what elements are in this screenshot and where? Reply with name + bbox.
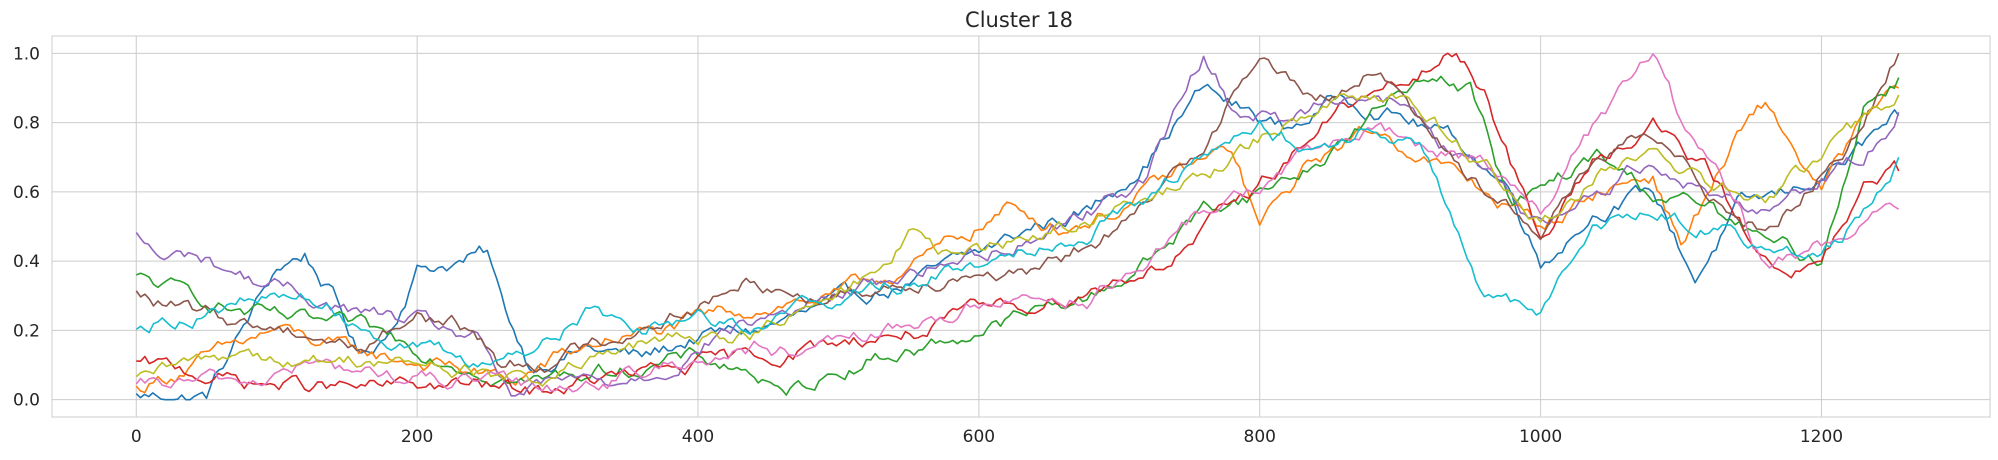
y-tick-label: 0.0 (13, 391, 40, 411)
series-line (136, 75, 1900, 396)
gridlines (52, 36, 1990, 417)
series-line (136, 52, 1900, 395)
x-axis-ticks: 0 200 400 600 800 1000 1200 (131, 427, 1843, 447)
chart-title: Cluster 18 (965, 8, 1073, 32)
series-line (135, 120, 1900, 369)
x-tick-label: 200 (401, 427, 433, 447)
x-tick-label: 1000 (1519, 427, 1562, 447)
y-tick-label: 0.2 (13, 321, 40, 341)
y-tick-label: 0.6 (13, 183, 40, 203)
series-line (135, 55, 1900, 397)
y-tick-label: 0.8 (13, 114, 40, 134)
y-tick-label: 1.0 (13, 44, 40, 64)
x-tick-label: 1200 (1800, 427, 1843, 447)
series-line (135, 53, 1900, 393)
y-tick-label: 0.4 (13, 252, 40, 272)
x-tick-label: 0 (131, 427, 142, 447)
series-lines (135, 52, 1900, 401)
x-tick-label: 400 (682, 427, 714, 447)
x-tick-label: 800 (1244, 427, 1276, 447)
series-line (135, 83, 1900, 401)
y-axis-ticks: 0.0 0.2 0.4 0.6 0.8 1.0 (13, 44, 40, 410)
plot-area (51, 35, 1991, 418)
x-tick-label: 600 (963, 427, 995, 447)
series-line (135, 53, 1900, 374)
series-line (135, 92, 1900, 387)
